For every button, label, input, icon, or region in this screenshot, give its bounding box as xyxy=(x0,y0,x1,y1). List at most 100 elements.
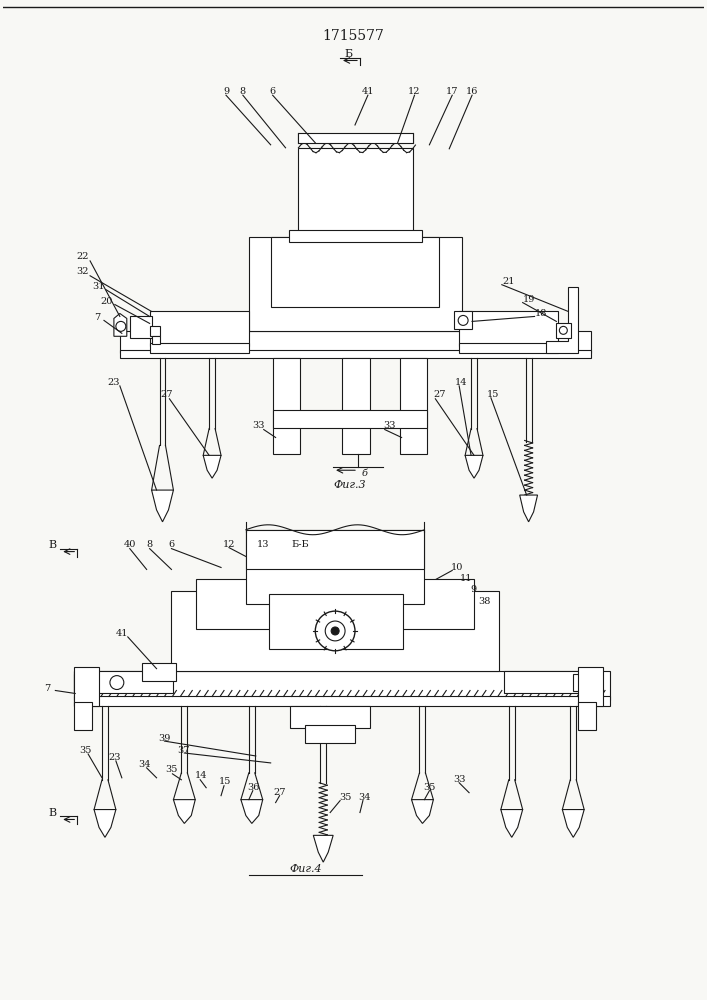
Bar xyxy=(269,594,402,649)
Text: 1715577: 1715577 xyxy=(322,29,384,43)
Polygon shape xyxy=(114,313,127,336)
Bar xyxy=(305,725,355,743)
Bar xyxy=(342,358,370,454)
Bar xyxy=(130,316,151,338)
Bar xyxy=(246,530,424,569)
Bar xyxy=(171,591,499,671)
Bar xyxy=(273,358,300,454)
Text: 35: 35 xyxy=(339,793,351,802)
Bar xyxy=(74,671,610,700)
Text: 15: 15 xyxy=(486,390,499,399)
Text: 8: 8 xyxy=(146,540,153,549)
Bar xyxy=(578,702,596,730)
Bar xyxy=(246,530,424,604)
Text: 34: 34 xyxy=(358,793,371,802)
Text: 37: 37 xyxy=(177,746,189,755)
Text: 13: 13 xyxy=(257,540,269,549)
Bar xyxy=(459,311,559,346)
Bar xyxy=(120,331,591,353)
Bar xyxy=(141,663,177,681)
Text: 36: 36 xyxy=(247,783,260,792)
Polygon shape xyxy=(203,455,221,478)
Text: 35: 35 xyxy=(423,783,436,792)
Bar xyxy=(556,323,571,338)
Bar xyxy=(288,230,423,242)
Text: 40: 40 xyxy=(124,540,136,549)
Polygon shape xyxy=(520,495,537,522)
Bar xyxy=(150,326,160,336)
Text: 9: 9 xyxy=(223,87,229,96)
Text: 41: 41 xyxy=(115,629,128,638)
Polygon shape xyxy=(151,490,173,522)
Circle shape xyxy=(325,621,345,641)
Bar xyxy=(504,671,593,693)
Text: Б-Б: Б-Б xyxy=(291,540,309,549)
Text: 33: 33 xyxy=(383,421,396,430)
Text: 32: 32 xyxy=(76,267,88,276)
Bar xyxy=(298,148,412,237)
Text: 6: 6 xyxy=(269,87,276,96)
Text: 14: 14 xyxy=(455,378,467,387)
Circle shape xyxy=(315,611,355,651)
Text: 15: 15 xyxy=(219,777,231,786)
Text: 14: 14 xyxy=(195,771,207,780)
Text: б: б xyxy=(362,469,368,478)
Text: 21: 21 xyxy=(503,277,515,286)
Bar xyxy=(151,336,160,344)
Text: 19: 19 xyxy=(522,295,534,304)
Bar xyxy=(197,579,474,629)
Text: В: В xyxy=(48,540,57,550)
Text: 41: 41 xyxy=(362,87,374,96)
Text: 33: 33 xyxy=(252,421,265,430)
Text: 35: 35 xyxy=(165,765,177,774)
Text: 11: 11 xyxy=(460,574,472,583)
Polygon shape xyxy=(465,455,483,478)
Text: 39: 39 xyxy=(158,734,170,743)
Polygon shape xyxy=(547,287,578,353)
Text: 23: 23 xyxy=(109,753,121,762)
Circle shape xyxy=(110,676,124,689)
Bar xyxy=(74,696,610,706)
Circle shape xyxy=(458,315,468,325)
Bar xyxy=(578,667,603,706)
Text: 10: 10 xyxy=(451,563,463,572)
Text: 38: 38 xyxy=(478,597,490,606)
Circle shape xyxy=(559,326,567,334)
Bar xyxy=(399,358,428,454)
Text: 23: 23 xyxy=(107,378,120,387)
Text: 7: 7 xyxy=(45,684,50,693)
Polygon shape xyxy=(241,800,263,823)
Bar xyxy=(74,702,92,730)
Text: 34: 34 xyxy=(139,760,151,769)
Circle shape xyxy=(331,627,339,635)
Text: 31: 31 xyxy=(92,282,104,291)
Bar xyxy=(74,667,99,706)
Bar xyxy=(454,311,472,329)
Text: 6: 6 xyxy=(168,540,175,549)
Bar xyxy=(459,343,559,353)
Bar xyxy=(150,343,249,353)
Text: 7: 7 xyxy=(94,313,100,322)
Bar xyxy=(150,311,249,346)
Text: Фиг.4: Фиг.4 xyxy=(289,864,322,874)
Text: 9: 9 xyxy=(470,585,476,594)
Text: 35: 35 xyxy=(79,746,91,755)
Text: Фиг.3: Фиг.3 xyxy=(334,480,366,490)
Polygon shape xyxy=(94,810,116,837)
Text: 18: 18 xyxy=(534,309,547,318)
Text: 27: 27 xyxy=(274,788,286,797)
Polygon shape xyxy=(173,800,195,823)
Text: 8: 8 xyxy=(240,87,246,96)
Text: 27: 27 xyxy=(160,390,173,399)
Bar xyxy=(273,410,428,428)
Bar xyxy=(74,674,94,691)
Text: 12: 12 xyxy=(223,540,235,549)
Text: 33: 33 xyxy=(453,775,465,784)
Text: 27: 27 xyxy=(433,390,445,399)
Circle shape xyxy=(116,321,126,331)
Polygon shape xyxy=(411,800,433,823)
Bar xyxy=(298,133,412,143)
Text: 20: 20 xyxy=(101,297,113,306)
Polygon shape xyxy=(501,810,522,837)
Text: Б: Б xyxy=(344,49,352,59)
